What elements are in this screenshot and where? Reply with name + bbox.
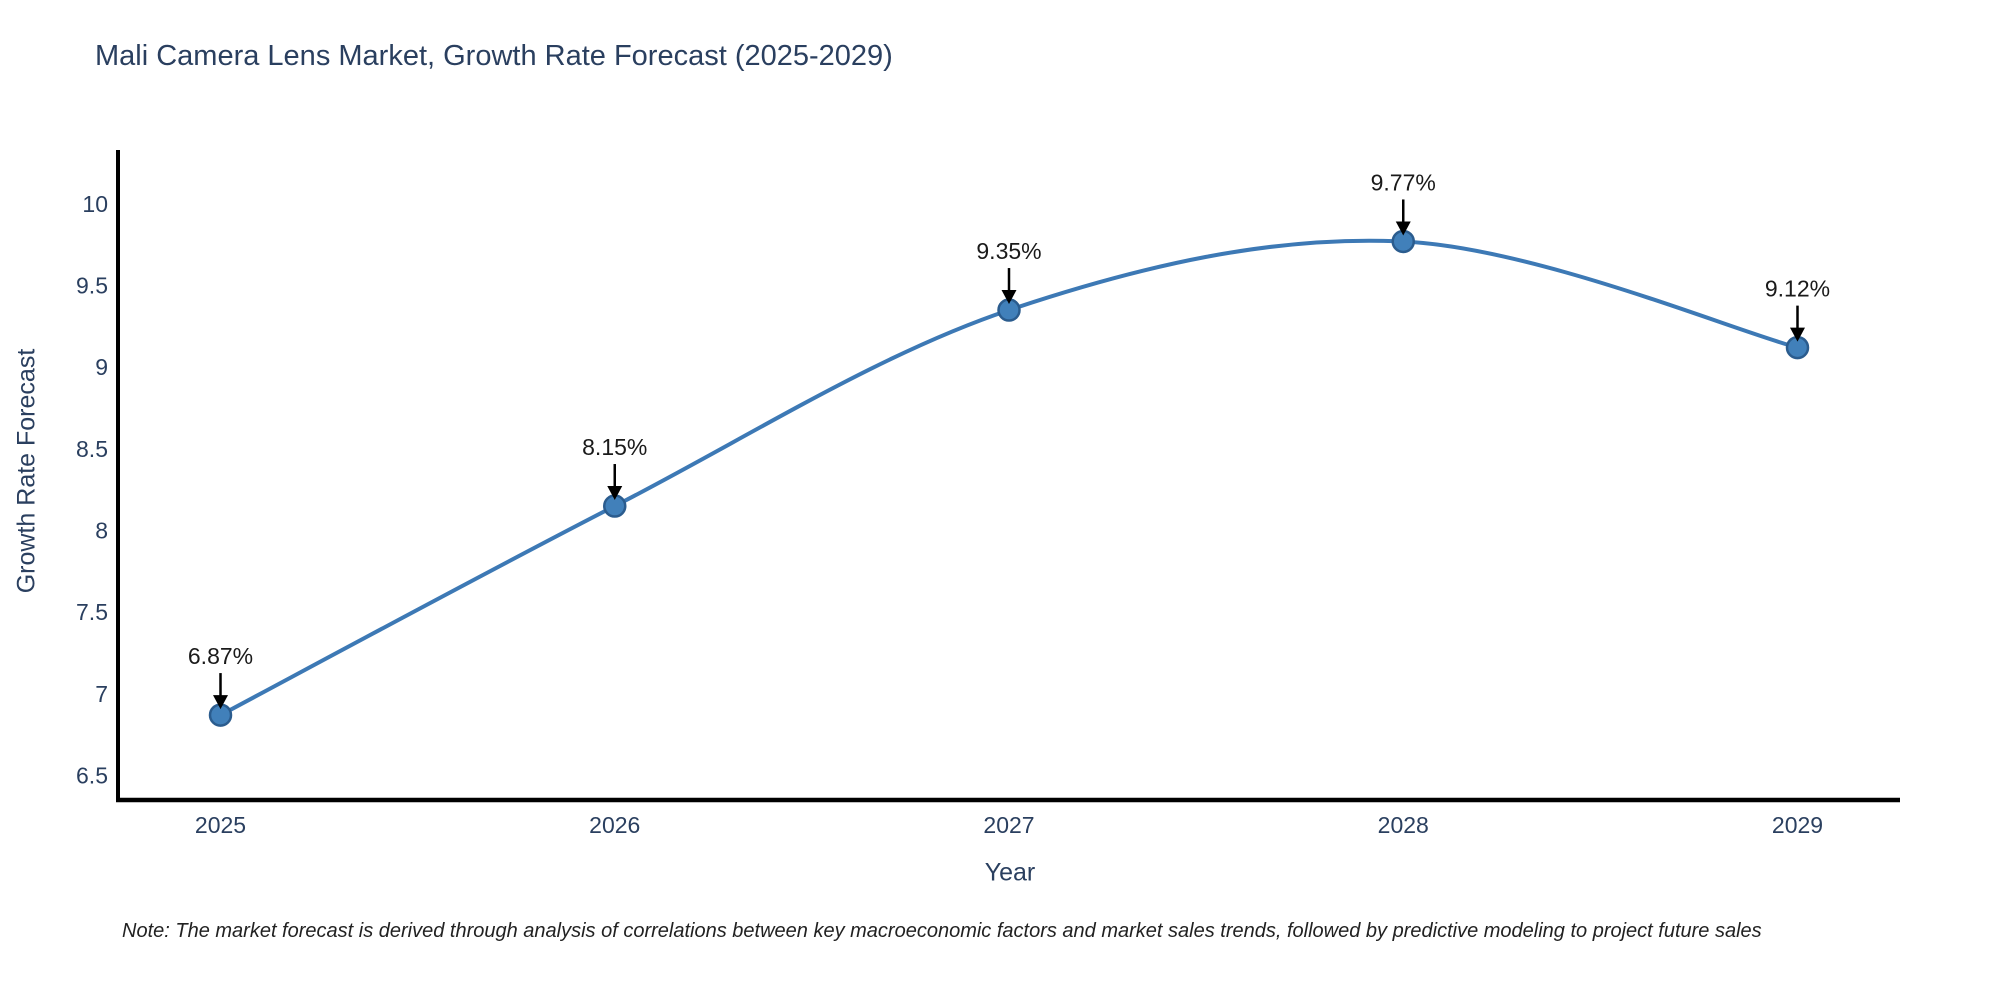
x-tick-label-2027: 2027 (983, 812, 1034, 838)
annotation-label-2025: 6.87% (188, 643, 253, 669)
y-tick-label-9.5: 9.5 (76, 273, 108, 299)
x-tick-label-2025: 2025 (195, 812, 246, 838)
annotation-arrow-head-2028 (1395, 221, 1411, 236)
y-tick-label-10: 10 (82, 191, 108, 217)
annotation-arrow-head-2029 (1789, 327, 1805, 342)
chart-title: Mali Camera Lens Market, Growth Rate For… (95, 40, 893, 72)
footnote: Note: The market forecast is derived thr… (122, 920, 1762, 942)
y-tick-label-8.5: 8.5 (76, 436, 108, 462)
annotation-label-2026: 8.15% (582, 434, 647, 460)
x-tick-label-2026: 2026 (589, 812, 640, 838)
y-tick-label-6.5: 6.5 (76, 763, 108, 789)
y-tick-label-8: 8 (95, 518, 108, 544)
x-axis-title: Year (984, 858, 1036, 887)
annotation-arrow-head-2026 (607, 486, 623, 501)
y-tick-label-7: 7 (95, 681, 108, 707)
annotation-label-2029: 9.12% (1765, 276, 1830, 302)
y-tick-label-7.5: 7.5 (76, 599, 108, 625)
annotation-arrow-head-2027 (1001, 290, 1017, 305)
annotation-arrow-head-2025 (213, 695, 229, 710)
annotation-label-2028: 9.77% (1371, 169, 1436, 195)
annotation-label-2027: 9.35% (976, 238, 1041, 264)
x-tick-label-2029: 2029 (1772, 812, 1823, 838)
x-tick-label-2028: 2028 (1378, 812, 1429, 838)
y-tick-label-9: 9 (95, 354, 108, 380)
